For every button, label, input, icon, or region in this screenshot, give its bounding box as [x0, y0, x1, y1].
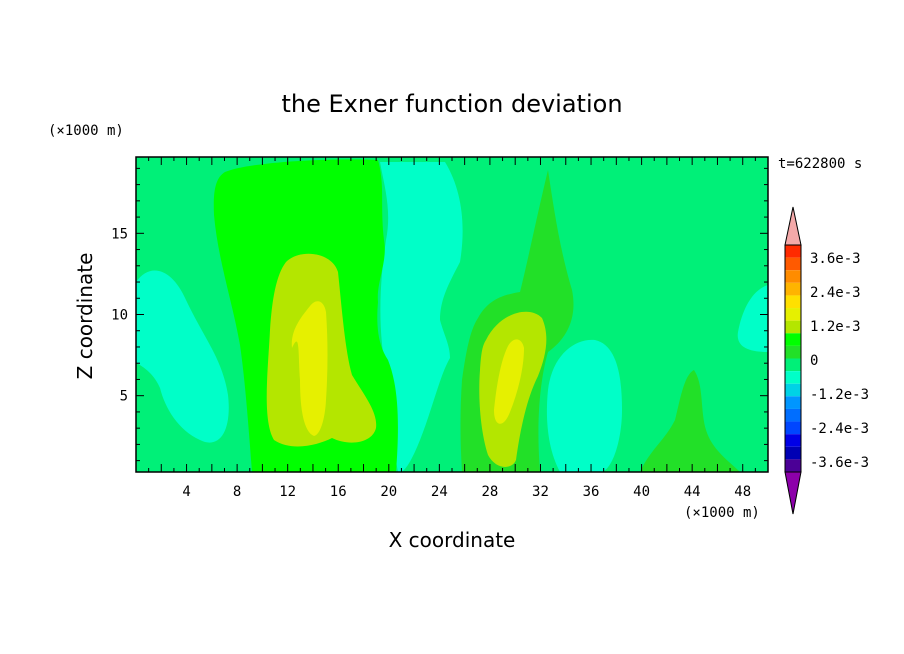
colorbar-level	[785, 245, 801, 258]
x-tick-label: 12	[279, 484, 296, 500]
y-tick-label: 5	[120, 389, 128, 405]
x-axis-ticks: 4 8 12 16 20 24 28 32 36 40 44 48	[135, 157, 769, 500]
field-pos-yellow-2	[494, 339, 524, 424]
colorbar-level	[785, 257, 801, 271]
x-tick-label: 20	[380, 484, 397, 500]
colorbar-tick-label: 2.4e-3	[810, 285, 861, 301]
colorbar-tick-label: 0	[810, 353, 818, 369]
x-tick-label: 36	[583, 484, 600, 500]
colorbar-level	[785, 408, 801, 422]
colorbar-extend-min	[784, 471, 802, 515]
colorbar-level	[785, 270, 801, 283]
x-tick-label: 16	[330, 484, 347, 500]
x-tick-label: 4	[182, 484, 190, 500]
colorbar-level	[785, 282, 801, 296]
colorbar-extend-max	[784, 206, 802, 246]
time-label: t=622800 s	[778, 156, 862, 172]
colorbar-level	[785, 295, 801, 309]
x-tick-label: 44	[684, 484, 701, 500]
colorbar-tick-label: -2.4e-3	[810, 421, 869, 437]
x-tick-label: 32	[532, 484, 549, 500]
field-neg-left	[136, 270, 229, 443]
x-tick-label: 40	[633, 484, 650, 500]
colorbar-tick-label: -3.6e-3	[810, 455, 869, 471]
colorbar-tick-label: -1.2e-3	[810, 387, 869, 403]
colorbar-level	[785, 421, 801, 435]
colorbar-level	[785, 345, 801, 359]
x-tick-label: 8	[233, 484, 241, 500]
x-axis-label: X coordinate	[389, 528, 516, 552]
x-axis-unit: (×1000 m)	[684, 505, 760, 521]
x-tick-label: 48	[734, 484, 751, 500]
colorbar-tick-label: 3.6e-3	[810, 251, 861, 267]
colorbar-level	[785, 446, 801, 460]
field-pos-yellow-1	[291, 301, 328, 436]
y-tick-label: 10	[111, 308, 128, 324]
colorbar-tick-label: 1.2e-3	[810, 319, 861, 335]
x-tick-label: 28	[481, 484, 498, 500]
field-neg-edge	[737, 285, 768, 352]
field-neg-center	[380, 162, 463, 472]
colorbar-level	[785, 383, 801, 397]
y-axis-unit: (×1000 m)	[48, 123, 124, 139]
field-neg-right	[546, 339, 622, 472]
colorbar-level	[785, 396, 801, 409]
chart-title: the Exner function deviation	[281, 90, 622, 118]
colorbar-level	[785, 320, 801, 334]
colorbar-level	[785, 333, 801, 346]
y-axis-label: Z coordinate	[73, 253, 97, 380]
colorbar: 3.6e-3 2.4e-3 1.2e-3 0 -1.2e-3 -2.4e-3 -3.6e-3	[784, 206, 869, 515]
y-axis-ticks: 5 10 15	[111, 167, 768, 462]
colorbar-level	[785, 358, 801, 372]
y-tick-label: 15	[111, 226, 128, 242]
field-pos-lower-right	[640, 370, 740, 472]
colorbar-level	[785, 459, 801, 472]
x-tick-label: 24	[431, 484, 448, 500]
colorbar-level	[785, 308, 801, 321]
colorbar-level	[785, 371, 801, 384]
colorbar-level	[785, 434, 801, 447]
